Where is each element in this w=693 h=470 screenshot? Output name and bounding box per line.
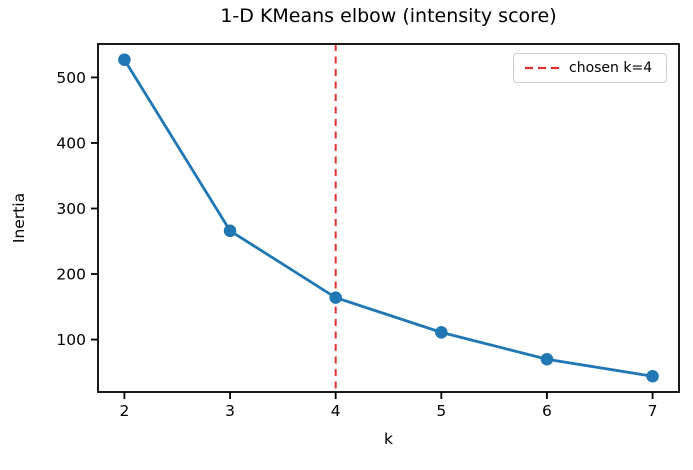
data-point-k6 [540,352,554,366]
y-tick-label: 300 [56,200,86,218]
legend-dashed-line-icon [525,66,559,70]
x-tick-label: 5 [436,402,446,420]
chart-title: 1-D KMeans elbow (intensity score) [220,5,557,27]
data-point-k4 [329,291,342,304]
x-axis-label: k [384,430,393,448]
axes-spines [97,43,680,393]
x-tick-label: 6 [542,402,552,420]
y-axis-label: Inertia [10,192,28,244]
data-point-k7 [646,370,659,383]
data-point-k3 [223,224,237,238]
series-line [123,58,653,378]
legend: chosen k=4 [513,53,667,83]
y-tick-label: 400 [56,134,86,152]
data-point-k5 [435,326,448,339]
y-tick-label: 500 [56,69,86,87]
y-tick-label: 100 [56,331,86,349]
x-tick-label: 4 [331,402,341,420]
y-tick-label: 200 [56,266,86,284]
data-point-k2 [118,53,131,66]
x-tick-label: 7 [648,402,658,420]
x-tick-label: 3 [225,402,235,420]
legend-entry-label: chosen k=4 [569,60,653,76]
x-tick-label: 2 [119,402,129,420]
